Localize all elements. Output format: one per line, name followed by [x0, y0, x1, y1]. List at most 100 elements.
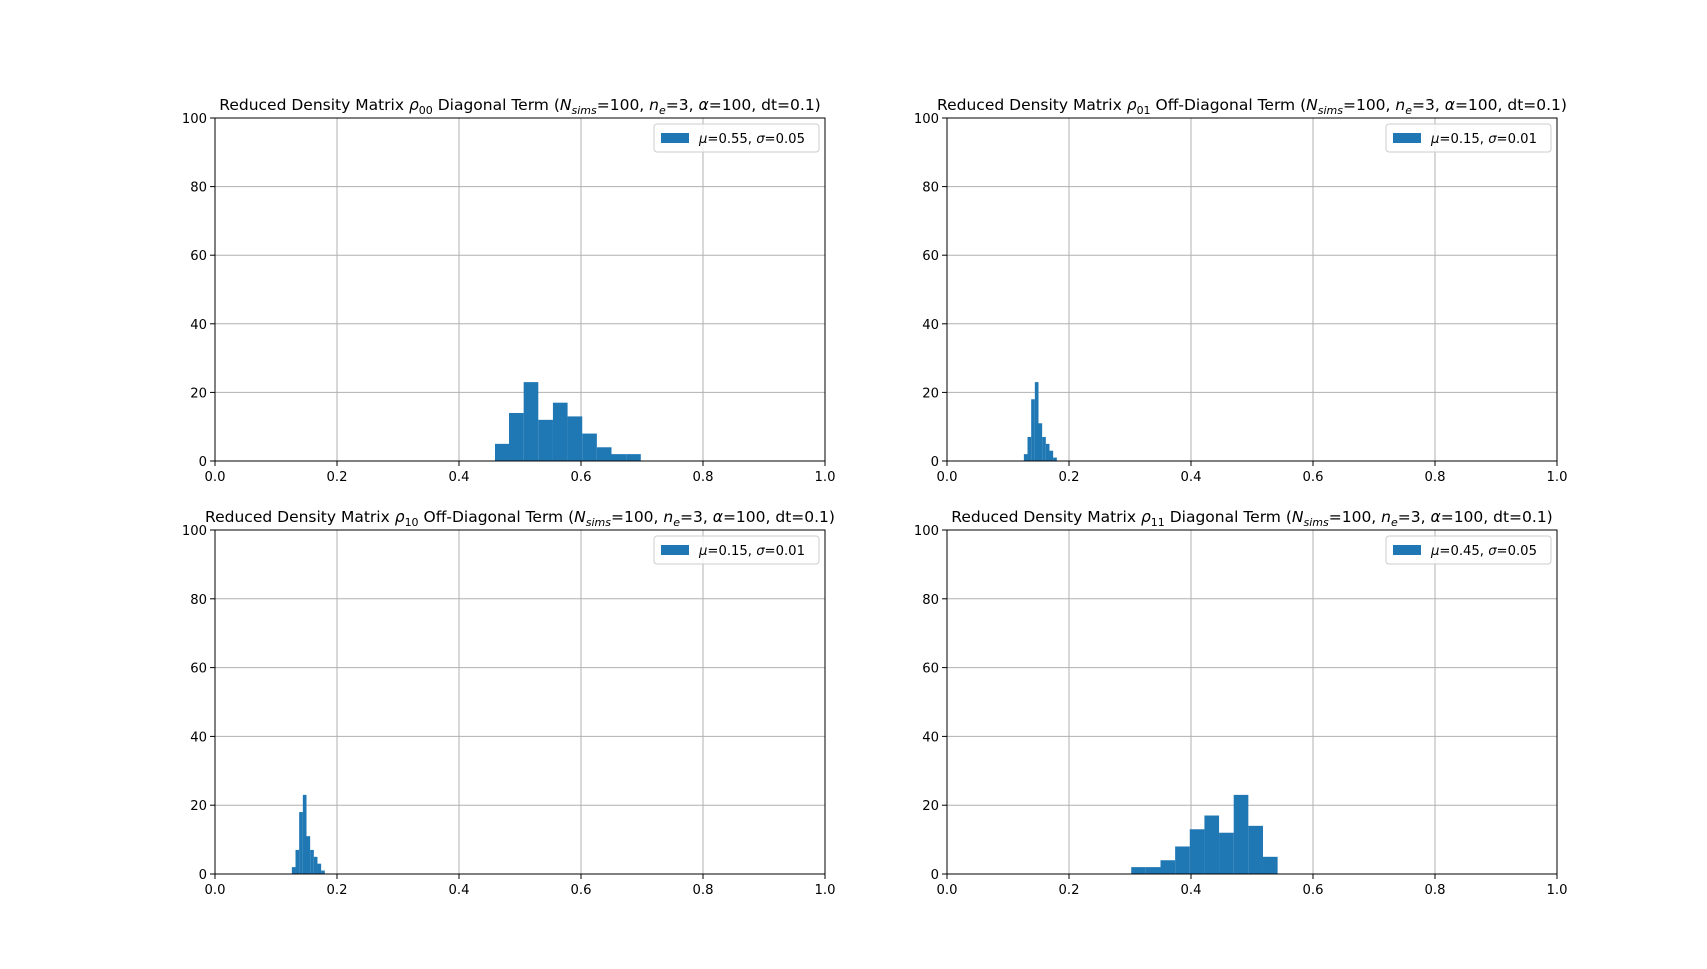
x-tick-label: 0.4	[449, 470, 470, 485]
x-tick-label: 1.0	[815, 470, 836, 485]
histogram-bar	[313, 856, 318, 874]
title-text: Diagonal Term (	[1165, 508, 1292, 526]
title-subscript: e	[1405, 104, 1412, 117]
x-tick-label: 0.4	[449, 883, 470, 898]
x-tick-label: 0.8	[1425, 470, 1446, 485]
chart-title: Reduced Density Matrix ρ11 Diagonal Term…	[951, 508, 1552, 529]
title-text: =3,	[1412, 96, 1445, 114]
histogram-panel-0: 0.0 0.2 0.4 0.6 0.8 1.0 0 20 40 60 80 100 Reduced De…	[182, 96, 836, 485]
histogram-bar	[626, 454, 641, 461]
title-text: =100, dt=0.1)	[1455, 96, 1567, 114]
title-subscript: sims	[1304, 516, 1330, 529]
title-symbol: ρ	[1141, 508, 1151, 526]
title-subscript: e	[659, 104, 666, 117]
title-symbol: ρ	[409, 96, 419, 114]
histogram-bar	[1045, 443, 1050, 461]
legend-symbol: μ	[1430, 544, 1439, 559]
legend-symbol: σ	[1488, 544, 1497, 559]
y-tick-label: 60	[922, 662, 939, 677]
title-subscript: 10	[405, 516, 419, 529]
histogram-bar	[611, 454, 627, 461]
title-symbol: N	[574, 508, 586, 526]
y-tick-label: 20	[190, 799, 207, 814]
histogram-bar	[552, 402, 568, 461]
title-text: =100,	[611, 508, 663, 526]
histogram-bar	[567, 416, 583, 461]
chart-title: Reduced Density Matrix ρ10 Off-Diagonal …	[205, 508, 835, 529]
title-subscript: e	[673, 516, 680, 529]
y-tick-label: 60	[190, 249, 207, 264]
legend-text: =0.45,	[1439, 544, 1488, 559]
y-tick-label: 80	[922, 593, 939, 608]
title-symbol: n	[1395, 96, 1405, 114]
histogram-panel-3: 0.0 0.2 0.4 0.6 0.8 1.0 0 20 40 60 80 100 Reduced De…	[914, 508, 1568, 898]
title-symbol: N	[1306, 96, 1318, 114]
histogram-bar	[1027, 436, 1032, 461]
histogram-bar	[1248, 825, 1263, 874]
legend-text: =0.55,	[707, 132, 756, 147]
histogram-bar	[1175, 846, 1190, 874]
legend-symbol: μ	[1430, 132, 1439, 147]
y-tick-label: 100	[182, 112, 207, 127]
histogram-bar	[1204, 815, 1220, 874]
axes-frame	[214, 529, 826, 875]
legend-symbol: μ	[698, 132, 707, 147]
title-symbol: α	[713, 508, 723, 526]
legend-symbol: μ	[698, 544, 707, 559]
title-text: =100, dt=0.1)	[723, 508, 835, 526]
x-tick-label: 0.0	[205, 470, 226, 485]
histogram-bar	[1034, 382, 1039, 461]
title-symbol: ρ	[395, 508, 405, 526]
y-tick-label: 40	[190, 730, 207, 745]
legend-symbol: σ	[756, 132, 765, 147]
histogram-bar	[310, 849, 314, 874]
legend-label: μ=0.55, σ=0.05	[698, 132, 805, 147]
title-symbol: ρ	[1127, 96, 1137, 114]
title-subscript: sims	[1318, 104, 1344, 117]
title-text: =100,	[1329, 508, 1381, 526]
title-symbol: n	[649, 96, 659, 114]
histogram-bar	[1042, 436, 1046, 461]
x-tick-label: 0.8	[693, 470, 714, 485]
legend-label: μ=0.45, σ=0.05	[1430, 544, 1537, 559]
axes-frame	[946, 529, 1558, 875]
title-symbol: α	[1445, 96, 1455, 114]
histogram-bar	[299, 812, 303, 874]
title-subscript: e	[1391, 516, 1398, 529]
title-text: Off-Diagonal Term (	[419, 508, 575, 526]
histogram-bar	[1131, 867, 1146, 874]
histogram-bar	[523, 382, 539, 461]
title-symbol: N	[1292, 508, 1304, 526]
title-symbol: α	[1430, 508, 1440, 526]
title-symbol: n	[1381, 508, 1391, 526]
x-tick-label: 0.2	[1059, 470, 1080, 485]
y-tick-label: 80	[922, 181, 939, 196]
y-tick-label: 20	[190, 386, 207, 401]
x-tick-label: 0.0	[937, 883, 958, 898]
histogram-bar	[582, 433, 597, 461]
histogram-bar	[596, 447, 612, 461]
title-symbol: α	[698, 96, 708, 114]
histogram-bar	[295, 849, 300, 874]
x-tick-label: 0.2	[327, 883, 348, 898]
legend-box	[653, 535, 820, 565]
legend: μ=0.45, σ=0.05	[1385, 535, 1552, 565]
legend-text: =0.05	[765, 132, 805, 147]
histogram-bar	[1031, 399, 1035, 461]
histogram-bar	[1038, 423, 1043, 461]
histogram-bar	[1049, 450, 1054, 461]
y-tick-label: 20	[922, 386, 939, 401]
y-tick-label: 0	[931, 868, 939, 883]
x-tick-label: 0.6	[1303, 470, 1324, 485]
y-tick-label: 0	[931, 455, 939, 470]
title-subscript: 01	[1137, 104, 1151, 117]
histogram-bar	[1160, 860, 1176, 874]
title-text: =100,	[597, 96, 649, 114]
x-tick-label: 0.0	[937, 470, 958, 485]
title-text: Diagonal Term (	[433, 96, 560, 114]
legend-swatch	[661, 545, 689, 555]
x-tick-label: 0.4	[1181, 883, 1202, 898]
y-tick-label: 0	[199, 455, 207, 470]
legend-symbol: σ	[1488, 132, 1497, 147]
